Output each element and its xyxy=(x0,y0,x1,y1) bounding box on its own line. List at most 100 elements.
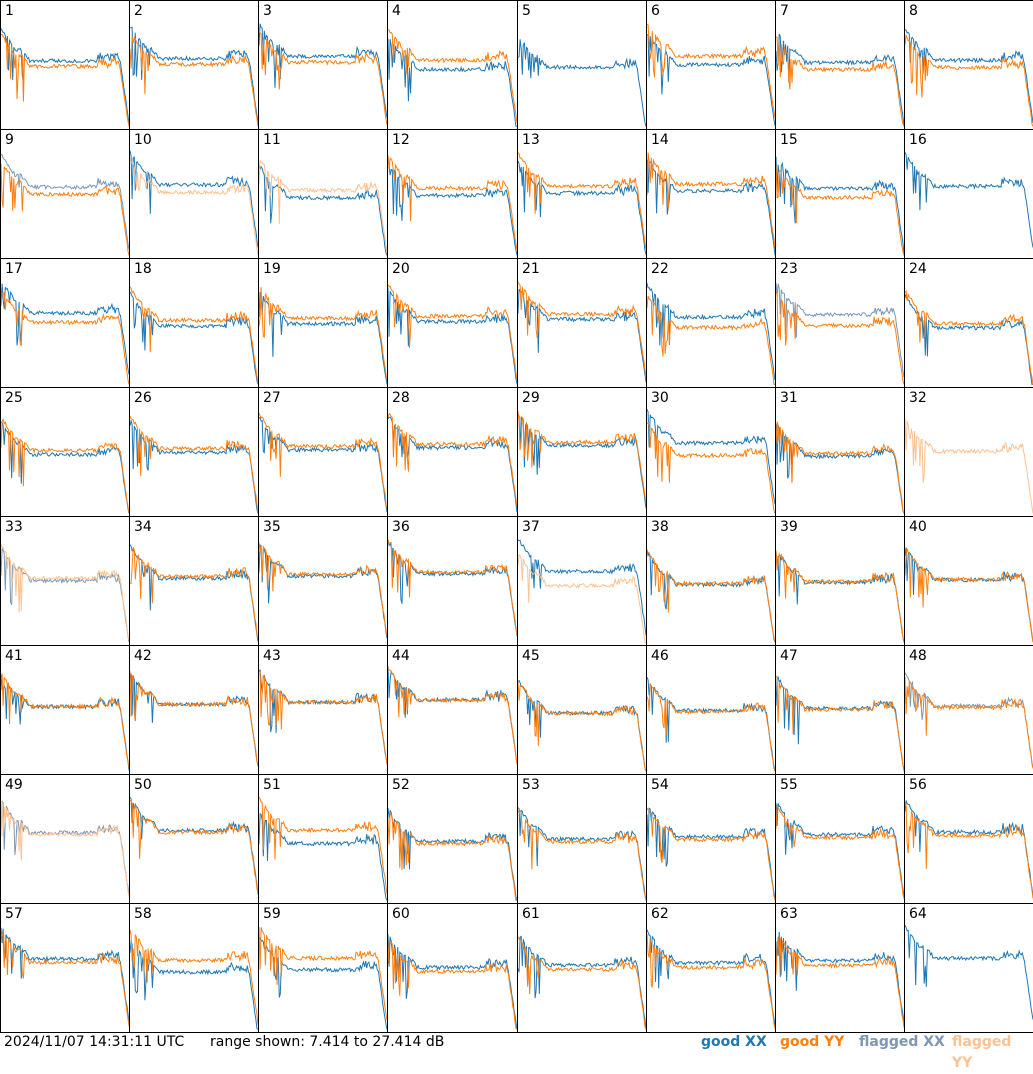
panel-number: 40 xyxy=(909,519,927,535)
panel-number: 30 xyxy=(651,390,669,406)
panel-18-plot xyxy=(130,286,258,385)
panel-54-xx-line xyxy=(647,807,775,900)
panel-61: 61 xyxy=(517,903,647,1033)
panel-19-yy-line xyxy=(259,287,387,380)
panel-50-yy-line xyxy=(130,799,258,895)
panel-28-yy-line xyxy=(388,413,517,506)
panel-number: 58 xyxy=(134,906,152,922)
panel-31-xx-line xyxy=(776,424,904,514)
panel-29-xx-line xyxy=(518,413,646,509)
panel-4-xx-line xyxy=(388,38,517,127)
panel-36-plot xyxy=(388,539,517,636)
panel-41-plot xyxy=(1,673,129,771)
panel-53-plot xyxy=(518,807,646,901)
panel-61-xx-line xyxy=(518,935,646,1030)
panel-61-plot xyxy=(518,935,646,1030)
panel-8: 8 xyxy=(904,0,1033,130)
panel-7: 7 xyxy=(775,0,905,130)
panel-41-yy-line xyxy=(1,673,129,768)
panel-51: 51 xyxy=(258,774,388,904)
panel-number: 54 xyxy=(651,777,669,793)
panel-15-xx-line xyxy=(776,156,904,254)
panel-57: 57 xyxy=(0,903,130,1033)
panel-number: 25 xyxy=(5,390,23,406)
panel-58: 58 xyxy=(129,903,259,1033)
panel-number: 28 xyxy=(392,390,410,406)
panel-8-plot xyxy=(905,29,1033,127)
panel-38: 38 xyxy=(646,516,776,646)
panel-30: 30 xyxy=(646,387,776,517)
panel-53: 53 xyxy=(517,774,647,904)
panel-49-yy-line xyxy=(1,801,129,897)
legend-flagged-yy: flagged YY xyxy=(952,1034,1012,1071)
panel-15: 15 xyxy=(775,129,905,259)
panel-4: 4 xyxy=(387,0,518,130)
panel-number: 43 xyxy=(263,648,281,664)
panel-12-yy-line xyxy=(388,155,517,250)
panel-number: 13 xyxy=(522,132,540,148)
panel-47: 47 xyxy=(775,645,905,775)
panel-22-yy-line xyxy=(647,295,775,385)
panel-8-xx-line xyxy=(905,29,1033,123)
panel-59: 59 xyxy=(258,903,388,1033)
panel-13-xx-line xyxy=(518,160,646,255)
panel-20: 20 xyxy=(387,258,518,388)
panel-61-yy-line xyxy=(518,936,646,1030)
panel-6-plot xyxy=(647,23,775,126)
panel-number: 45 xyxy=(522,648,540,664)
panel-49-xx-line xyxy=(1,800,129,896)
panel-50-plot xyxy=(130,796,258,895)
panel-27: 27 xyxy=(258,387,388,517)
panel-29-yy-line xyxy=(518,411,646,504)
panel-31: 31 xyxy=(775,387,905,517)
panel-number: 32 xyxy=(909,390,927,406)
panel-number: 46 xyxy=(651,648,669,664)
panel-6-xx-line xyxy=(647,33,775,126)
panel-26: 26 xyxy=(129,387,259,517)
panel-number: 15 xyxy=(780,132,798,148)
panel-35-yy-line xyxy=(259,542,387,636)
panel-20-yy-line xyxy=(388,284,517,380)
panel-number: 5 xyxy=(522,3,531,19)
panel-24: 24 xyxy=(904,258,1033,388)
panel-44-xx-line xyxy=(388,666,517,764)
panel-23: 23 xyxy=(775,258,905,388)
panel-10-xx-line xyxy=(130,150,258,248)
panel-58-yy-line xyxy=(130,929,258,1025)
panel-number: 60 xyxy=(392,906,410,922)
panel-64: 64 xyxy=(904,903,1033,1033)
panel-12-xx-line xyxy=(388,162,517,256)
panel-2-plot xyxy=(130,26,258,127)
panel-number: 21 xyxy=(522,261,540,277)
panel-34-xx-line xyxy=(130,544,258,642)
panel-10-yy-line xyxy=(130,160,258,256)
panel-1-plot xyxy=(1,28,129,127)
panel-20-plot xyxy=(388,284,517,385)
panel-5-xx-line xyxy=(518,39,646,127)
panel-number: 8 xyxy=(909,3,918,19)
panel-number: 53 xyxy=(522,777,540,793)
panel-number: 47 xyxy=(780,648,798,664)
panel-18-yy-line xyxy=(130,286,258,384)
panel-32: 32 xyxy=(904,387,1033,517)
panel-48-plot xyxy=(905,672,1033,769)
panel-18: 18 xyxy=(129,258,259,388)
panel-number: 6 xyxy=(651,3,660,19)
panel-27-plot xyxy=(259,413,387,513)
panel-number: 48 xyxy=(909,648,927,664)
panel-46-plot xyxy=(647,677,775,772)
panel-50: 50 xyxy=(129,774,259,904)
panel-52-xx-line xyxy=(388,807,517,901)
panel-57-plot xyxy=(1,927,129,1027)
panel-number: 59 xyxy=(263,906,281,922)
panel-number: 18 xyxy=(134,261,152,277)
panel-57-yy-line xyxy=(1,932,129,1027)
panel-59-xx-line xyxy=(259,937,387,1030)
panel-number: 34 xyxy=(134,519,152,535)
panel-3-yy-line xyxy=(259,28,387,125)
panel-58-plot xyxy=(130,929,258,1030)
panel-38-plot xyxy=(647,549,775,643)
panel-number: 22 xyxy=(651,261,669,277)
panel-39-plot xyxy=(776,550,904,643)
panel-42: 42 xyxy=(129,645,259,775)
